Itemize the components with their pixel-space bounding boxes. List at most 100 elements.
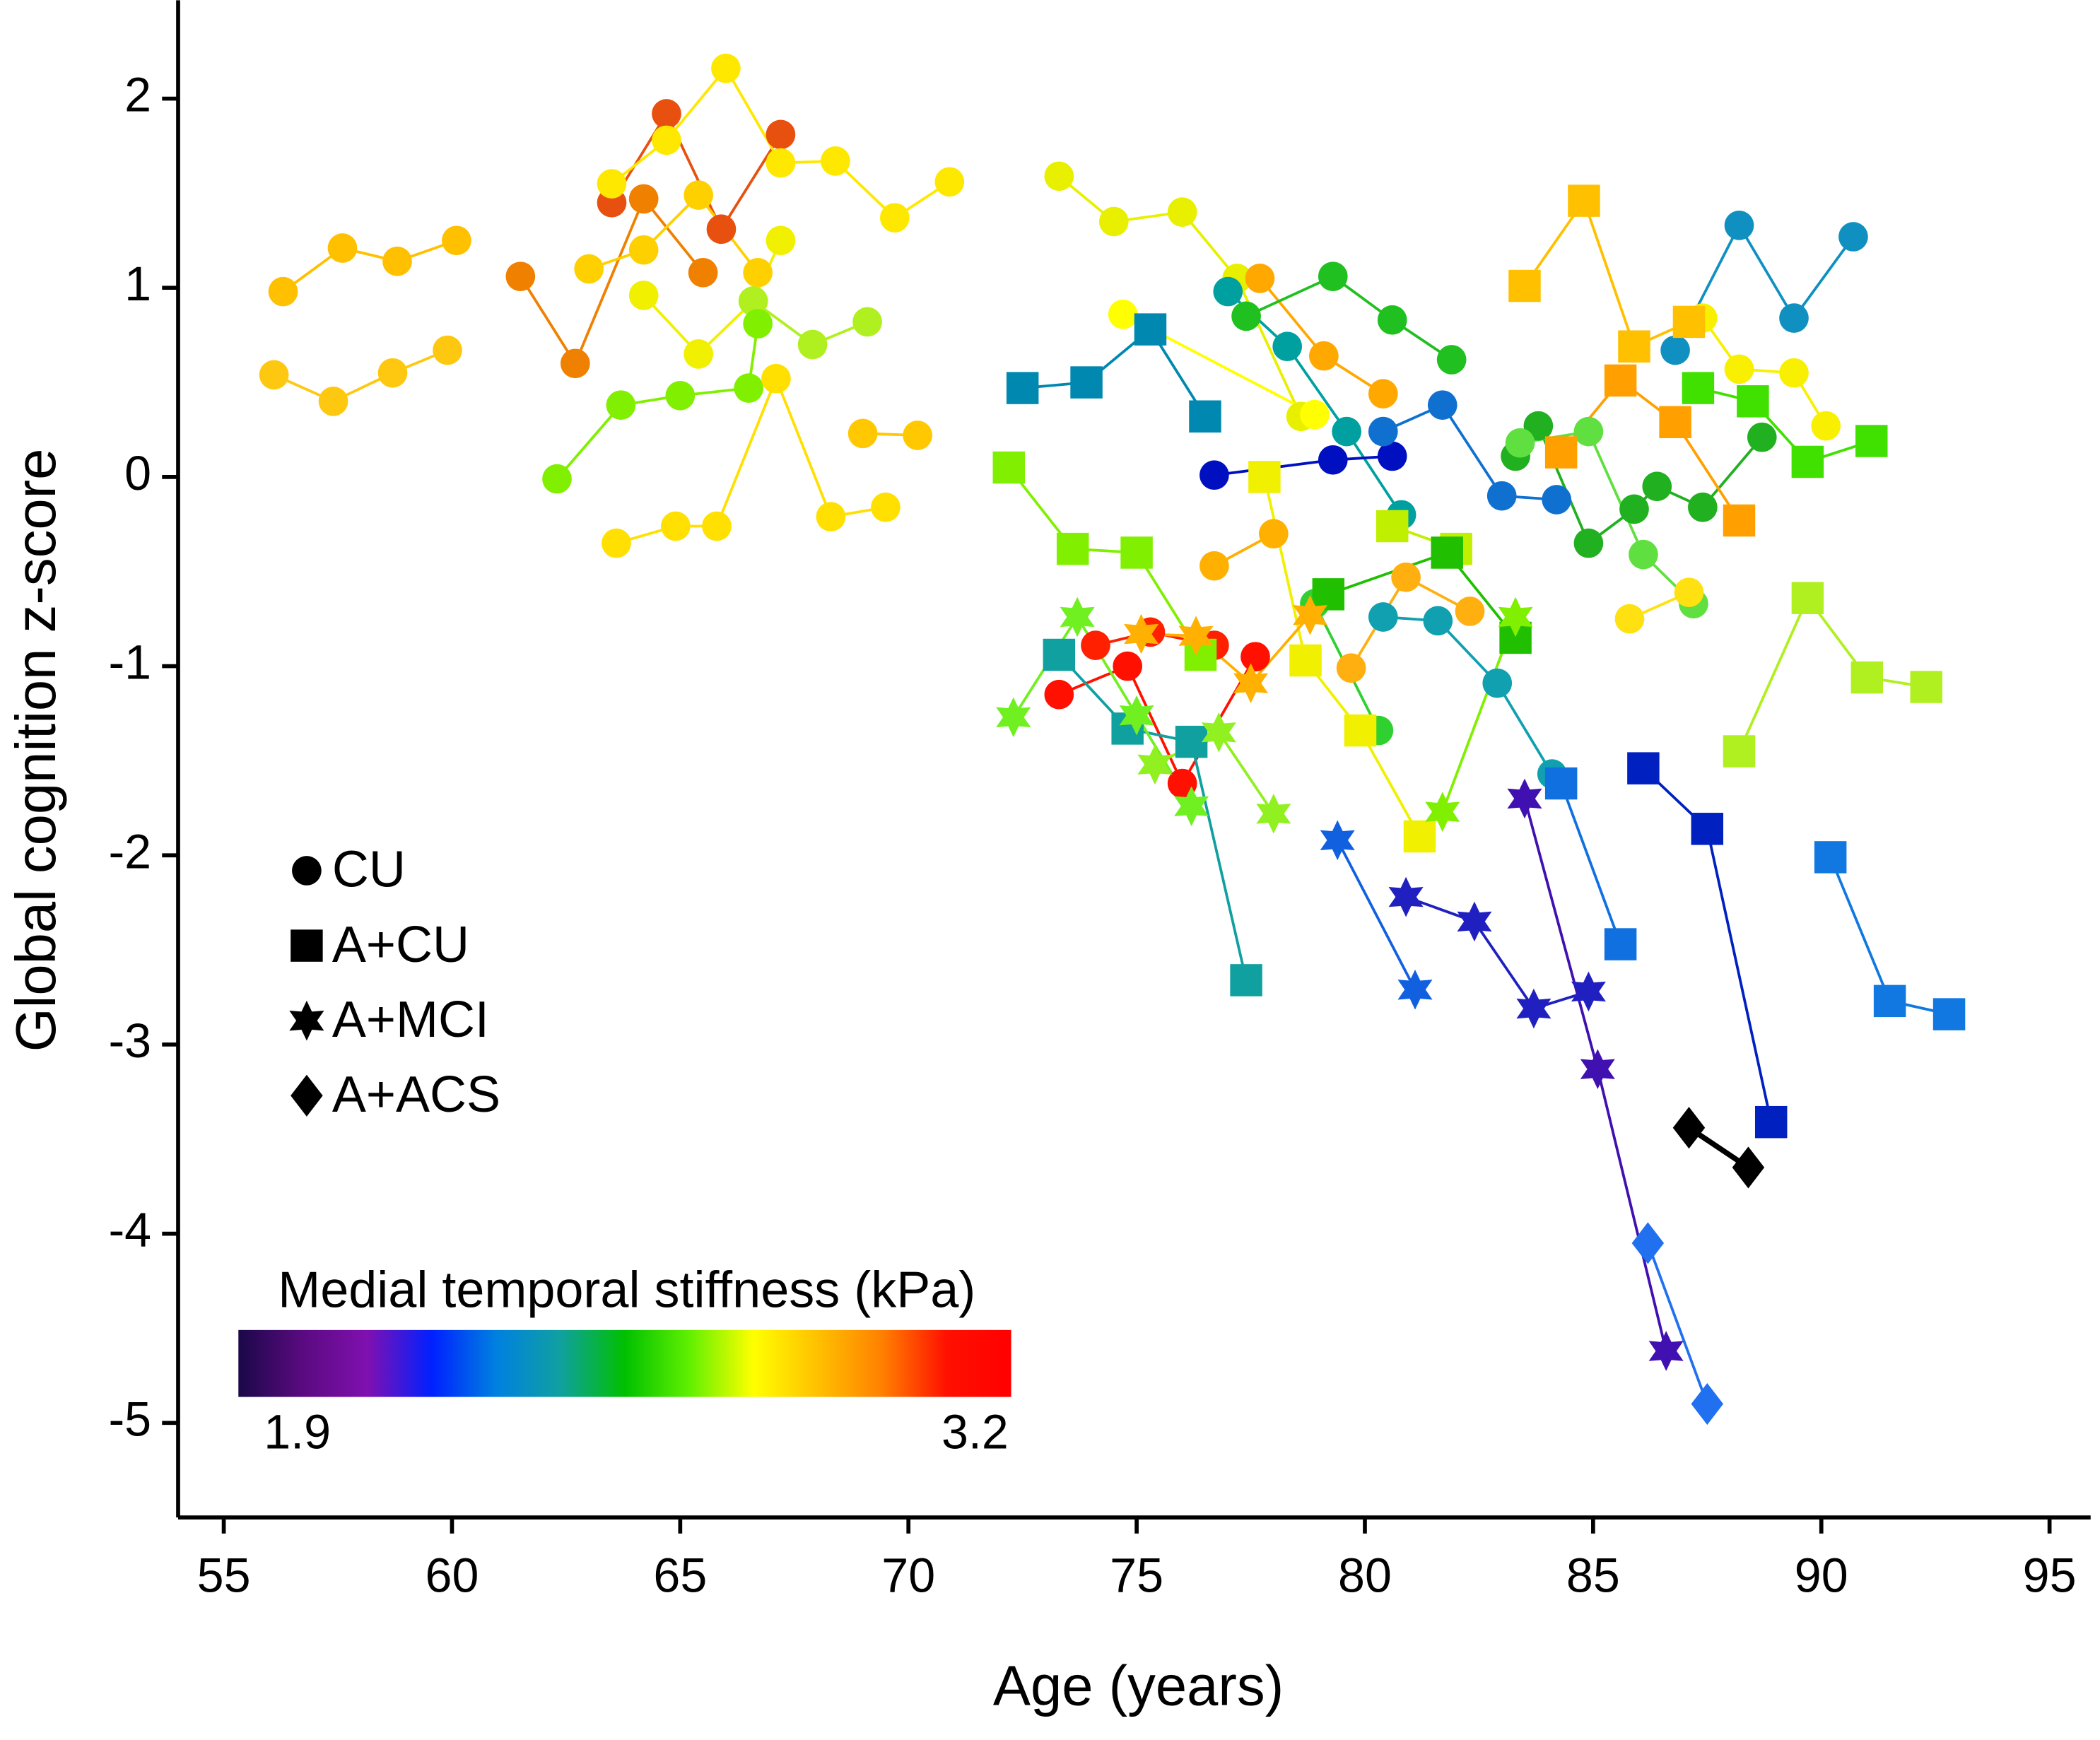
point (602, 528, 631, 558)
series-line (1057, 654, 1248, 981)
point (871, 492, 901, 522)
point (1397, 969, 1433, 1010)
point (1431, 536, 1463, 569)
point (1505, 428, 1535, 458)
point (1258, 519, 1289, 549)
series-line (1245, 274, 1453, 361)
point (1388, 876, 1424, 917)
point (847, 418, 878, 449)
series-line (1141, 614, 1311, 686)
point (1427, 390, 1457, 421)
point (743, 257, 773, 288)
y-tick-label: 1 (124, 257, 151, 311)
point (1482, 668, 1513, 698)
point (765, 225, 796, 256)
series-line (1701, 317, 1827, 427)
point (1659, 406, 1691, 439)
point (1627, 752, 1660, 784)
point (259, 360, 289, 390)
point (1850, 661, 1884, 694)
point (1457, 901, 1492, 942)
point (1672, 305, 1706, 339)
point (1660, 335, 1690, 365)
point (1332, 416, 1361, 447)
point (1779, 358, 1809, 388)
point (1573, 416, 1604, 447)
point (743, 309, 773, 339)
point (1070, 366, 1103, 399)
series-line (1383, 403, 1557, 501)
point (1614, 604, 1645, 634)
point (1604, 364, 1637, 397)
series-line (1523, 197, 1690, 348)
point (1113, 651, 1143, 681)
point (652, 125, 681, 155)
series-line (1697, 387, 1872, 464)
point (1436, 345, 1467, 375)
point (1167, 197, 1197, 227)
point (505, 261, 536, 291)
point (684, 339, 714, 369)
point (1516, 988, 1551, 1029)
point (1201, 712, 1236, 753)
point (1240, 642, 1270, 672)
y-tick-label: -5 (108, 1392, 151, 1446)
point (1723, 504, 1756, 537)
point (1178, 616, 1214, 657)
y-tick-label: -4 (108, 1204, 151, 1257)
y-tick-label: 2 (124, 69, 151, 122)
point (1230, 964, 1262, 997)
point (761, 363, 791, 394)
series-line (1022, 327, 1207, 418)
point (1044, 161, 1074, 192)
point (1687, 492, 1718, 522)
point (1568, 184, 1600, 217)
point (1292, 594, 1328, 635)
x-tick-label: 95 (2023, 1548, 2077, 1602)
point (1336, 653, 1366, 683)
point (816, 502, 846, 531)
point (628, 235, 659, 265)
point (542, 464, 572, 494)
point (628, 281, 659, 310)
point (433, 335, 462, 365)
colorbar-max-label: 3.2 (942, 1406, 1009, 1459)
point (711, 53, 741, 83)
point (628, 184, 659, 214)
point (1932, 998, 1966, 1030)
point (1672, 1107, 1706, 1149)
point (1737, 385, 1769, 418)
point (1779, 303, 1809, 333)
point (1508, 269, 1541, 302)
point (606, 390, 636, 421)
point (1486, 481, 1517, 511)
point (1213, 276, 1243, 307)
x-tick-label: 90 (1795, 1548, 1848, 1602)
point (1377, 441, 1407, 471)
point (1573, 528, 1604, 558)
legend-marker (291, 929, 323, 962)
series-line (1327, 551, 1517, 639)
point (560, 348, 590, 379)
point (1619, 494, 1649, 524)
legend-label: A+MCI (332, 992, 489, 1048)
point (268, 276, 298, 307)
point (880, 203, 910, 233)
point (1245, 263, 1275, 293)
point (1747, 422, 1777, 452)
colorbar (238, 1329, 1011, 1397)
point (1134, 313, 1167, 346)
point (1320, 820, 1355, 861)
point (597, 169, 627, 199)
point (821, 146, 850, 176)
point (1631, 1222, 1665, 1264)
point (1811, 411, 1841, 441)
point (1044, 679, 1074, 710)
series-line (282, 239, 457, 293)
point (1642, 471, 1672, 502)
point (1542, 485, 1572, 515)
point (652, 99, 681, 129)
point (661, 511, 691, 541)
point (992, 451, 1026, 484)
